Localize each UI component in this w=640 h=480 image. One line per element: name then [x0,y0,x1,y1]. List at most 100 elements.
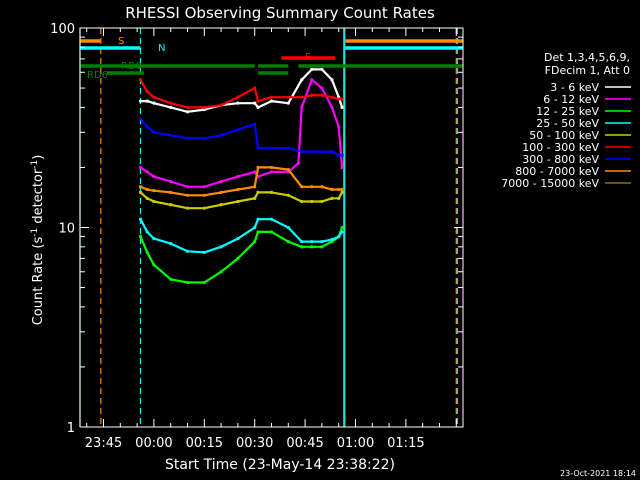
series-7-point-1 [145,187,149,192]
legend-entry-label: 7000 - 15000 keV [501,177,599,190]
series-7-point-6 [219,190,223,194]
series-6-point-14 [320,150,324,154]
series-0-point-2 [152,101,156,105]
series-0-point-8 [253,101,257,105]
series-3-point-9 [256,217,260,221]
series-6-point-2 [152,130,156,134]
series-0-point-13 [310,67,314,72]
x-tick-label: 00:45 [286,436,323,451]
series-line-6 [139,118,343,157]
series-6-point-8 [253,122,257,126]
series-0-point-17 [340,105,344,109]
legend-entry-label: 25 - 50 keV [536,117,599,130]
series-5-point-3 [169,101,173,105]
series-7-point-4 [185,193,190,197]
series-7-point-8 [253,185,257,189]
series-1-point-4 [185,185,190,189]
series-2-point-0 [138,235,143,239]
series-6-point-9 [256,146,260,150]
series-6-point-7 [236,127,240,132]
series-1-point-1 [145,170,149,174]
series-3-point-15 [330,237,334,242]
series-5-point-12 [300,95,304,99]
series-6-point-17 [340,153,344,157]
series-2-point-6 [219,270,223,274]
series-line-4 [139,191,344,210]
series-1-point-18 [340,165,344,170]
series-line-3 [139,218,343,254]
series-7-point-13 [310,185,314,189]
series-0-point-0 [138,99,143,103]
series-4-point-17 [340,190,344,194]
series-3-point-10 [269,217,274,221]
legend-entry-label: 3 - 6 keV [550,81,599,94]
x-tick-label: 00:30 [236,436,273,451]
series-2-point-2 [152,263,156,267]
series-6-point-10 [269,146,274,150]
series-5-point-15 [330,95,334,99]
series-7-point-9 [256,165,260,170]
series-1-point-0 [138,165,143,170]
footer-timestamp: 23-Oct-2021 18:14 [560,469,636,478]
series-3-point-7 [236,236,240,241]
series-1-point-6 [219,179,223,184]
state-bar-label-rd6: RD6 [87,70,108,81]
series-4-point-7 [236,199,240,204]
series-7-point-15 [330,187,334,192]
series-6-point-4 [185,136,190,140]
x-tick-label: 01:15 [387,436,424,451]
series-3-point-5 [202,250,206,255]
series-3-point-11 [286,225,290,230]
series-7-point-12 [300,185,304,189]
series-3-point-17 [340,230,344,234]
series-7-point-16 [337,187,341,192]
series-6-point-6 [219,133,223,137]
series-4-point-14 [320,199,324,204]
series-3-point-6 [219,245,223,249]
series-5-point-10 [269,95,274,99]
series-5-point-16 [337,97,341,101]
series-6-point-15 [330,150,334,154]
series-5-point-8 [253,86,257,90]
series-4-point-1 [145,196,149,200]
series-1-point-10 [269,170,274,174]
legend-entry-label: 6 - 12 keV [543,93,599,106]
legend-entry-label: 300 - 800 keV [522,153,599,166]
series-2-point-14 [320,245,324,249]
series-5-point-17 [340,97,344,101]
series-4-point-0 [138,190,143,194]
series-1-point-2 [152,174,156,179]
x-tick-label: 00:00 [135,436,172,451]
series-3-point-14 [320,239,324,244]
series-3-point-16 [337,235,341,239]
series-7-point-2 [152,189,156,193]
series-2-point-17 [340,225,344,230]
series-2-point-4 [185,280,190,285]
series-1-point-5 [202,185,206,189]
series-5-point-6 [219,103,223,107]
series-7-point-10 [269,165,274,170]
series-7-point-7 [236,187,240,192]
x-axis-label: Start Time (23-May-14 23:38:22) [165,457,395,473]
legend-header: Det 1,3,4,5,6,9, [544,51,630,64]
series-2-point-8 [253,239,257,244]
series-5-point-2 [152,95,156,99]
series-2-point-5 [202,280,206,285]
state-bar-label-f: F [305,52,311,63]
series-1-point-3 [169,179,173,184]
series-line-5 [139,79,343,109]
series-0-point-4 [185,110,190,114]
series-4-point-4 [185,206,190,210]
state-bar-label-s: S [118,36,124,47]
series-1-point-16 [330,105,334,109]
series-6-point-5 [202,136,206,140]
series-line-7 [140,166,343,197]
legend-entry-label: 100 - 300 keV [522,141,599,154]
series-3-point-3 [169,242,173,246]
series-5-point-1 [145,89,149,94]
series-0-point-5 [202,107,206,112]
series-line-2 [139,227,344,284]
series-5-point-0 [138,78,143,82]
series-4-point-3 [169,203,173,207]
series-5-point-14 [320,93,324,97]
